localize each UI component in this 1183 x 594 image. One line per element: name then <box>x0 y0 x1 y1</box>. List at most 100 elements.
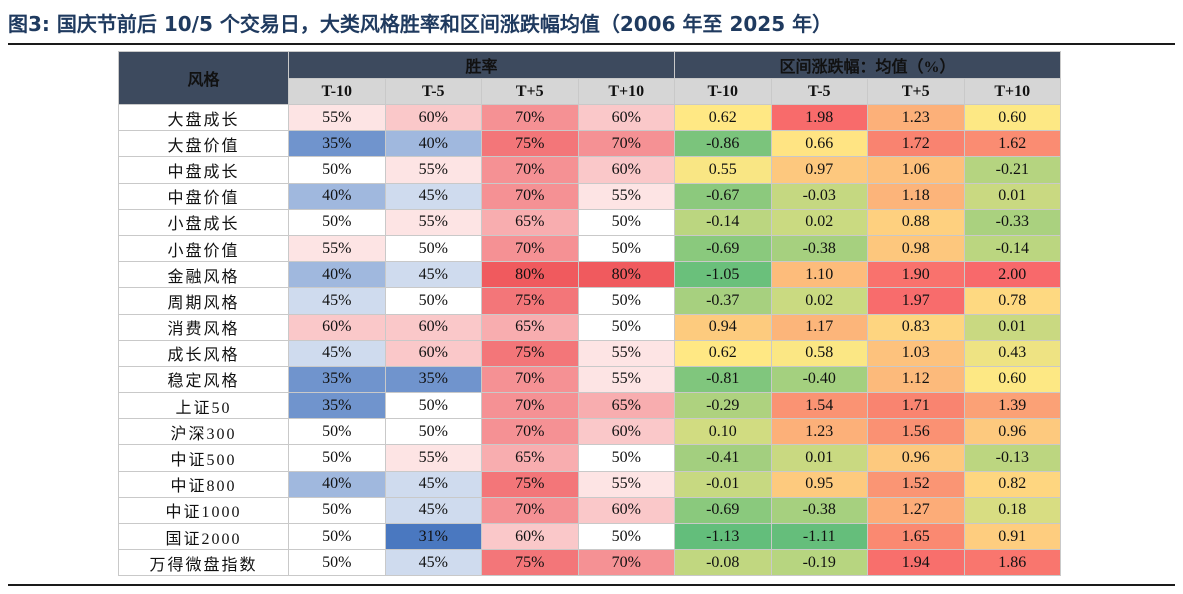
return-cell: 1.06 <box>867 156 965 184</box>
win-rate-header: 胜率 <box>287 51 676 79</box>
table-row: 中盘成长 50% 55% 70% 60% 0.55 0.97 1.06 -0.21 <box>118 156 1062 184</box>
win-rate-cell: 45% <box>288 339 386 367</box>
return-cell: 1.72 <box>867 130 965 158</box>
style-name-cell: 中盘成长 <box>118 156 289 184</box>
return-cell: -0.69 <box>674 496 772 525</box>
style-name-cell: 成长风格 <box>118 339 289 367</box>
return-cell: -0.67 <box>674 182 772 210</box>
table-row: 中盘价值 40% 45% 70% 55% -0.67 -0.03 1.18 0.01 <box>118 182 1062 210</box>
win-rate-cell: 50% <box>288 418 386 446</box>
win-rate-cell: 55% <box>288 103 386 132</box>
return-cell: 1.98 <box>770 103 869 132</box>
return-cell: 0.01 <box>770 444 869 472</box>
return-cell: 1.23 <box>867 103 965 132</box>
return-cell: 0.60 <box>963 365 1062 394</box>
win-rate-cell: 55% <box>384 156 482 184</box>
return-cell: -0.38 <box>770 234 869 263</box>
win-rate-cell: 70% <box>481 103 579 132</box>
win-rate-cell: 50% <box>384 392 482 420</box>
win-period-header: T-5 <box>384 78 482 105</box>
table-row: 大盘价值 35% 40% 75% 70% -0.86 0.66 1.72 1.62 <box>118 130 1062 158</box>
return-cell: 0.01 <box>963 182 1062 210</box>
win-rate-cell: 60% <box>577 103 676 132</box>
return-cell: 0.83 <box>867 313 965 341</box>
figure-title: 图3: 国庆节前后 10/5 个交易日，大类风格胜率和区间涨跌幅均值（2006 … <box>8 12 833 36</box>
table-row: 中证800 40% 45% 75% 55% -0.01 0.95 1.52 0.82 <box>118 470 1062 498</box>
win-rate-cell: 75% <box>481 339 579 367</box>
win-rate-cell: 65% <box>577 392 676 420</box>
win-rate-cell: 50% <box>288 549 386 577</box>
win-rate-cell: 60% <box>384 313 482 341</box>
win-rate-cell: 40% <box>384 130 482 158</box>
win-rate-cell: 70% <box>481 156 579 184</box>
win-rate-cell: 55% <box>384 208 482 236</box>
table-body: 大盘成长 55% 60% 70% 60% 0.62 1.98 1.23 0.60 大盘价值 35% 4… <box>118 103 1062 577</box>
return-cell: -0.40 <box>770 365 869 394</box>
table-row: 中证500 50% 55% 65% 50% -0.41 0.01 0.96 -0.13 <box>118 444 1062 472</box>
return-cell: 0.82 <box>963 470 1062 498</box>
win-rate-cell: 50% <box>577 444 676 472</box>
win-rate-cell: 60% <box>384 103 482 132</box>
style-name-cell: 中证500 <box>118 444 289 472</box>
return-cell: 0.02 <box>770 287 869 315</box>
return-cell: -0.38 <box>770 496 869 525</box>
return-cell: -0.41 <box>674 444 772 472</box>
return-cell: 0.98 <box>867 234 965 263</box>
return-cell: 0.02 <box>770 208 869 236</box>
return-cell: -1.05 <box>674 261 772 289</box>
win-rate-cell: 55% <box>577 365 676 394</box>
return-cell: 1.17 <box>770 313 869 341</box>
return-cell: -0.37 <box>674 287 772 315</box>
win-rate-cell: 50% <box>577 522 676 551</box>
return-cell: 0.60 <box>963 103 1062 132</box>
return-cell: -0.01 <box>674 470 772 498</box>
return-cell: -0.69 <box>674 234 772 263</box>
return-cell: 1.03 <box>867 339 965 367</box>
bottom-rule <box>8 584 1175 586</box>
win-rate-cell: 70% <box>577 549 676 577</box>
return-cell: 0.10 <box>674 418 772 446</box>
table-row: 万得微盘指数 50% 45% 75% 70% -0.08 -0.19 1.94 1.86 <box>118 549 1062 577</box>
win-rate-cell: 50% <box>577 208 676 236</box>
return-cell: 1.54 <box>770 392 869 420</box>
win-rate-cell: 50% <box>384 418 482 446</box>
table-row: 国证2000 50% 31% 60% 50% -1.13 -1.11 1.65 0.91 <box>118 522 1062 551</box>
return-cell: -0.81 <box>674 365 772 394</box>
return-cell: 0.58 <box>770 339 869 367</box>
win-rate-cell: 80% <box>577 261 676 289</box>
win-rate-cell: 70% <box>481 365 579 394</box>
win-rate-cell: 40% <box>288 182 386 210</box>
return-period-header: T-5 <box>770 78 869 105</box>
style-name-cell: 国证2000 <box>118 522 289 551</box>
return-cell: 0.96 <box>963 418 1062 446</box>
return-cell: -0.14 <box>674 208 772 236</box>
win-rate-cell: 40% <box>288 261 386 289</box>
win-rate-cell: 70% <box>481 392 579 420</box>
win-rate-cell: 50% <box>288 156 386 184</box>
return-cell: 1.94 <box>867 549 965 577</box>
return-period-header: T-10 <box>674 78 772 105</box>
table-row: 沪深300 50% 50% 70% 60% 0.10 1.23 1.56 0.96 <box>118 418 1062 446</box>
style-name-cell: 大盘成长 <box>118 103 289 132</box>
return-cell: 1.12 <box>867 365 965 394</box>
win-rate-cell: 50% <box>384 287 482 315</box>
return-cell: 0.88 <box>867 208 965 236</box>
style-name-cell: 消费风格 <box>118 313 289 341</box>
return-cell: 2.00 <box>963 261 1062 289</box>
style-name-cell: 万得微盘指数 <box>118 549 289 577</box>
style-name-cell: 周期风格 <box>118 287 289 315</box>
win-rate-cell: 31% <box>384 522 482 551</box>
return-cell: -0.14 <box>963 234 1062 263</box>
win-rate-cell: 55% <box>577 470 676 498</box>
return-cell: 1.97 <box>867 287 965 315</box>
win-rate-cell: 50% <box>288 522 386 551</box>
return-period-header: T+5 <box>867 78 965 105</box>
return-cell: 0.62 <box>674 103 772 132</box>
win-rate-cell: 50% <box>288 444 386 472</box>
win-rate-cell: 50% <box>577 234 676 263</box>
win-rate-cell: 60% <box>288 313 386 341</box>
return-cell: 0.97 <box>770 156 869 184</box>
win-rate-cell: 70% <box>481 496 579 525</box>
return-cell: 0.96 <box>867 444 965 472</box>
style-name-cell: 中证1000 <box>118 496 289 525</box>
